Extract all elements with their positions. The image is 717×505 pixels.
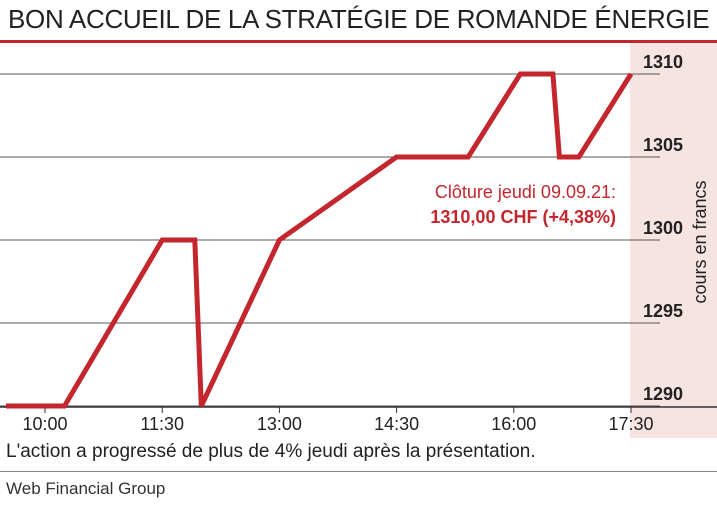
y-axis-ticks: 1290 1295 1300 1305 1310 xyxy=(643,52,683,404)
source: Web Financial Group xyxy=(6,479,166,498)
annotation-close-date: Clôture jeudi 09.09.21: xyxy=(435,182,616,202)
title-rule xyxy=(0,40,717,43)
x-tick-label: 14:30 xyxy=(374,414,419,434)
chart: 10:00 11:30 13:00 14:30 16:00 17:30 129012951… xyxy=(0,43,717,438)
annotation-close-value: 1310,00 CHF (+4,38%) xyxy=(430,207,616,227)
y-axis-label: cours en francs xyxy=(690,180,710,303)
x-tick-label: 13:00 xyxy=(257,414,302,434)
x-axis-ticks: 10:00 11:30 13:00 14:30 16:00 17:30 xyxy=(0,406,717,434)
y-tick-label: 1305 xyxy=(643,135,683,155)
caption: L'action a progressé de plus de 4% jeudi… xyxy=(6,441,536,462)
y-tick-label: 1300 xyxy=(643,218,683,238)
x-tick-label: 17:30 xyxy=(608,414,653,434)
y-tick-label: 1295 xyxy=(643,301,683,321)
x-tick-label: 16:00 xyxy=(491,414,536,434)
price-line xyxy=(5,71,634,409)
x-tick-label: 11:30 xyxy=(140,414,184,434)
caption-rule xyxy=(0,471,717,472)
y-tick-label: 1290 xyxy=(643,384,683,404)
y-tick-label: 1310 xyxy=(643,52,683,72)
grid-lines xyxy=(0,73,660,407)
x-tick-label: 10:00 xyxy=(22,414,67,434)
chart-title: BON ACCUEIL DE LA STRATÉGIE DE ROMANDE É… xyxy=(8,4,710,34)
